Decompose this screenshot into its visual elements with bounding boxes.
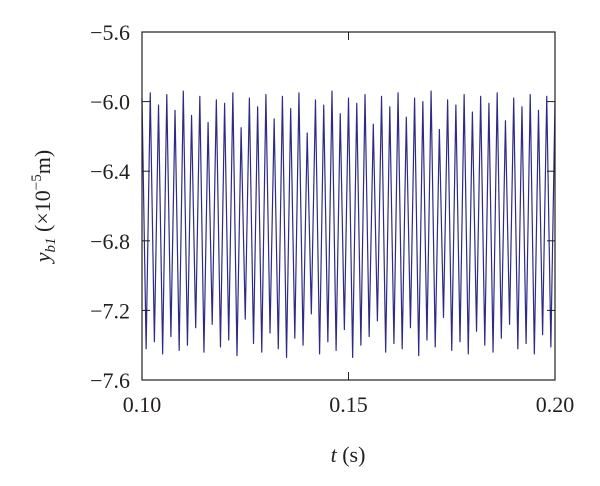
y-tick-label: −5.6 xyxy=(90,20,130,45)
y-label-prefix: (×10 xyxy=(30,190,55,237)
y-tick-label: −6.0 xyxy=(90,90,130,115)
y-tick-label: −6.4 xyxy=(90,159,130,184)
x-label-unit: (s) xyxy=(337,442,366,467)
x-axis-label: t (s) xyxy=(331,442,366,467)
y-label-subscript: b1 xyxy=(43,237,59,252)
y-tick-label: −7.6 xyxy=(90,368,130,393)
y-tick-label: −7.2 xyxy=(90,298,130,323)
x-tick-label: 0.10 xyxy=(123,392,162,417)
x-tick-label: 0.20 xyxy=(536,392,575,417)
y-tick-label: −6.8 xyxy=(90,229,130,254)
y-label-unit: m) xyxy=(30,150,55,174)
data-line xyxy=(141,90,556,358)
y-axis-label: yb1 (×10−5m) xyxy=(29,150,59,264)
x-label-symbol: t xyxy=(331,442,338,467)
y-label-exponent: −5 xyxy=(29,174,45,190)
y-label-symbol: y xyxy=(30,252,55,264)
x-tick-label: 0.15 xyxy=(329,392,368,417)
